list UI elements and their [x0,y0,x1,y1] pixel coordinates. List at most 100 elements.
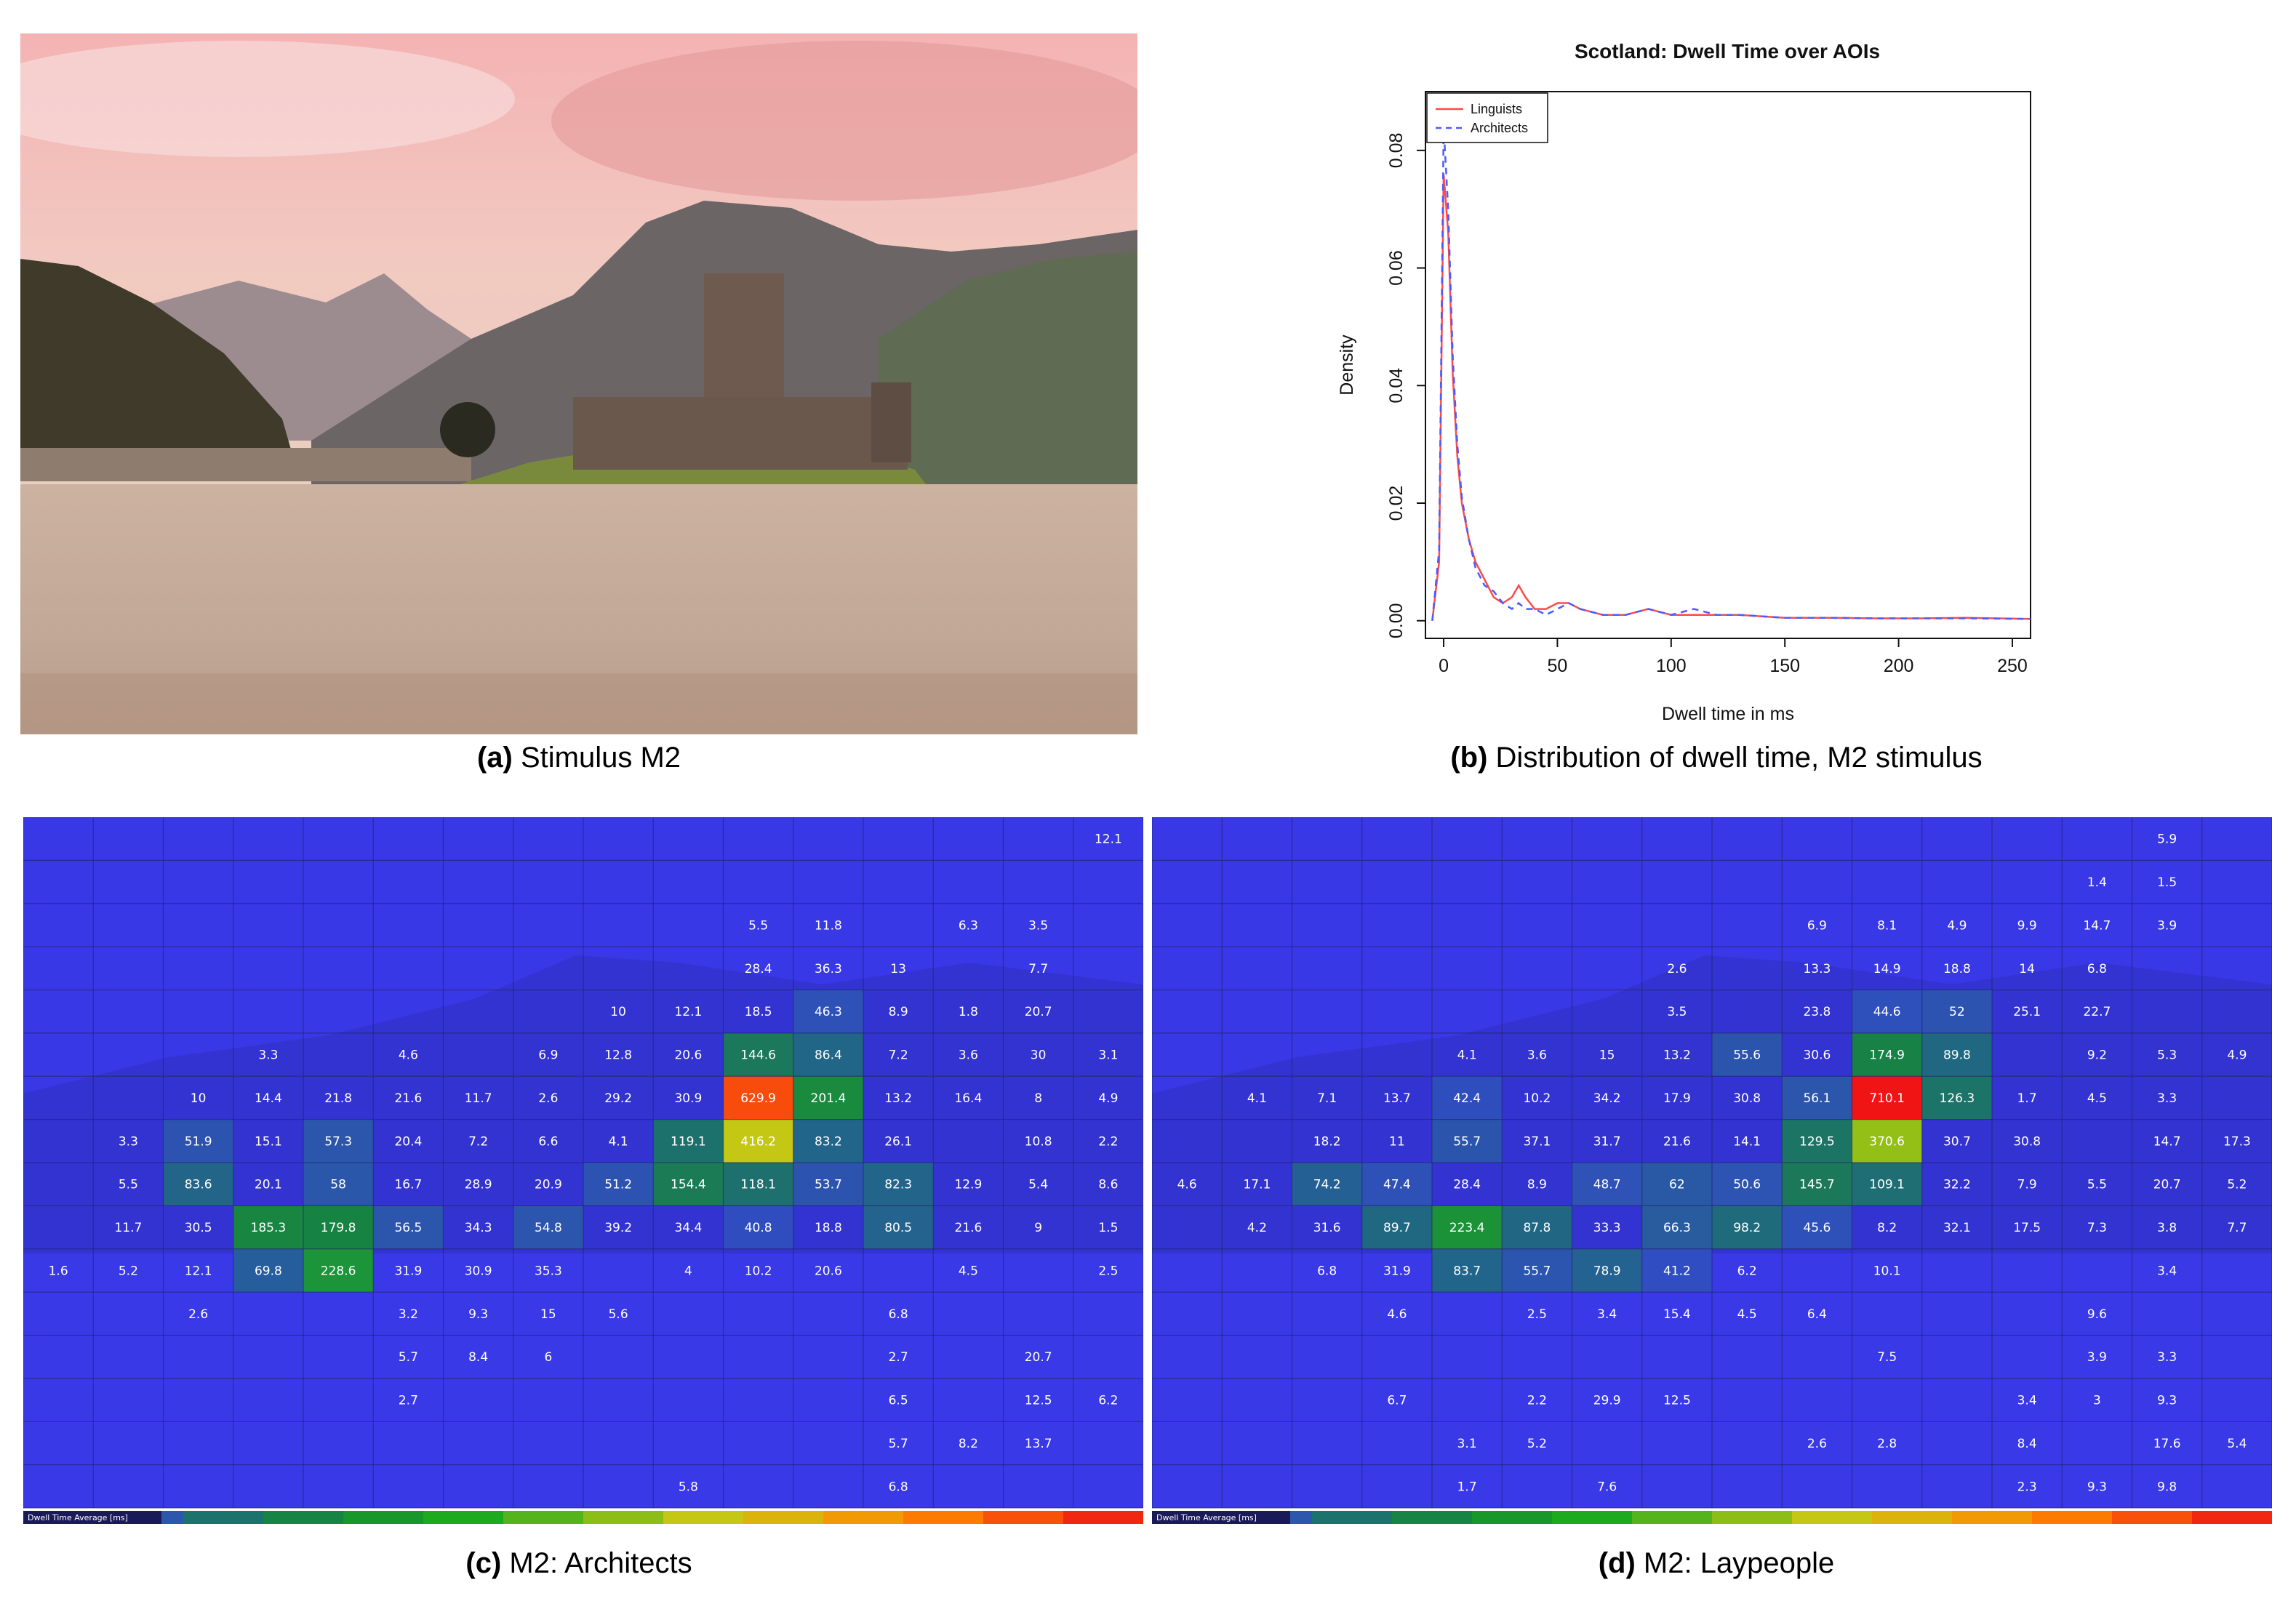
heatmap-cell [373,1205,444,1249]
legend-label-linguists: Linguists [1471,102,1522,116]
heatmap-cell-value: 6.7 [1387,1394,1407,1408]
heatmap-cell-value: 4.9 [2227,1048,2247,1063]
heatmap-cell-value: 2.2 [1098,1134,1118,1149]
heatmap-cell-value: 4.1 [1457,1048,1477,1063]
heatmap-cell-value: 20.9 [535,1178,562,1192]
heatmap-cell-value: 228.6 [321,1264,356,1278]
legend-segment [1632,1511,1713,1524]
heatmap-cell-value: 3.3 [258,1048,278,1063]
heatmap-cell-value: 12.5 [1663,1394,1691,1408]
y-axis-label: Density [1337,334,1357,396]
heatmap-cell-value: 17.1 [1243,1178,1271,1192]
heatmap-cell-value: 21.6 [394,1091,422,1106]
legend-segment [343,1511,424,1524]
heatmap-cell-value: 25.1 [2013,1005,2041,1019]
heatmap-cell [1502,1205,1572,1249]
heatmap-cell [1572,1163,1642,1206]
x-tick-label: 200 [1884,656,1914,676]
heatmap-cell-value: 13.7 [1025,1437,1052,1451]
legend-segment [823,1511,904,1524]
heatmap-cell-value: 74.2 [1313,1178,1341,1192]
heatmap-cell [1852,1163,1922,1206]
heatmap-cell-value: 629.9 [740,1091,776,1106]
heatmap-cell-value: 14.7 [2083,918,2111,933]
heatmap-cell-value: 66.3 [1663,1221,1691,1235]
heatmap-cell-value: 13.7 [1383,1091,1411,1106]
heatmap-cell-value: 78.9 [1593,1264,1621,1278]
heatmap-cell [1641,1248,1712,1293]
heatmap-cell-value: 7.6 [1597,1480,1617,1494]
heatmap-cell-value: 30.9 [674,1091,702,1106]
heatmap-cell-value: 5.7 [889,1437,908,1451]
heatmap-cell-value: 6 [544,1350,552,1365]
heatmap-cell-value: 6.8 [889,1307,908,1322]
heatmap-cell-value: 5.6 [609,1307,628,1322]
heatmap-cell-value: 40.8 [745,1221,772,1235]
heatmap-cell-value: 9.3 [468,1307,488,1322]
heatmap-cell-value: 5.5 [748,918,768,933]
heatmap-cell-value: 5.4 [1028,1178,1048,1192]
heatmap-cell-value: 13.2 [1663,1048,1691,1063]
heatmap-cell-value: 2.6 [1667,962,1687,976]
heatmap-cell [1852,1119,1922,1163]
x-tick-label: 100 [1656,656,1687,676]
heatmap-cell-value: 14.9 [1873,962,1901,976]
heatmap-cell-value: 16.7 [394,1178,422,1192]
heatmap-cell [1921,1032,1992,1077]
heatmap-cell-value: 20.7 [1025,1005,1052,1019]
heatmap-cell [303,1248,374,1293]
heatmap-cell-value: 2.5 [1098,1264,1118,1278]
heatmap-cell [1432,1248,1503,1293]
heatmap-cell-value: 46.3 [815,1005,842,1019]
heatmap-cell [723,1205,793,1249]
cloud [551,41,1137,201]
heatmap-cell-value: 174.9 [1869,1048,1905,1063]
heatmap-cell-value: 10.8 [1025,1134,1052,1149]
heatmap-laypeople: 5.9 1.4 1.5 6.9 8.1 4.9 9.9 14.7 3.9 2.6 13.3 14.9 1… [1152,817,2272,1524]
heatmap-color-legend: Dwell Time Average [ms] [1152,1511,2272,1524]
shoreline [20,673,1137,734]
y-tick-label: 0.02 [1386,486,1407,521]
heatmap-cell-value: 37.1 [1523,1134,1551,1149]
heatmap-cell-value: 30.6 [1803,1048,1831,1063]
caption-a: (a) Stimulus M2 [476,742,681,774]
legend-segment [423,1511,504,1524]
bridge [20,448,471,481]
heatmap-cell-value: 9.8 [2157,1480,2177,1494]
heatmap-cell-value: 69.8 [255,1264,282,1278]
heatmap-cell [863,1205,934,1249]
heatmap-cell [793,1119,863,1163]
legend-segment [1952,1511,2033,1524]
heatmap-cell-value: 12.9 [954,1178,982,1192]
legend-segment [1792,1511,1873,1524]
heatmap-cell-value: 35.3 [535,1264,562,1278]
heatmap-cell [303,1119,374,1163]
legend-segment [1312,1511,1393,1524]
heatmap-cell-value: 9.3 [2087,1480,2107,1494]
legend-segment [1063,1511,1143,1524]
heatmap-cell [1292,1163,1362,1206]
chart-title: Scotland: Dwell Time over AOIs [1575,40,1880,63]
heatmap-cell [863,1163,934,1206]
heatmap-cell-value: 18.5 [745,1005,772,1019]
heatmap-cell [1782,1119,1852,1163]
heatmap-cell-value: 6.4 [1807,1307,1827,1322]
heatmap-cell-value: 56.5 [394,1221,422,1235]
heatmap-cell-value: 52 [1949,1005,1965,1019]
heatmap-cell [793,990,863,1033]
heatmap-cell-value: 31.9 [1383,1264,1411,1278]
heatmap-cell-value: 2.3 [2017,1480,2037,1494]
heatmap-cell-value: 51.2 [604,1178,632,1192]
heatmap-cell-value: 416.2 [740,1134,776,1149]
x-tick-label: 250 [1997,656,2028,676]
heatmap-cell-value: 1.8 [959,1005,978,1019]
heatmap-cell-value: 10 [610,1005,626,1019]
y-tick-label: 0.08 [1386,133,1407,169]
heatmap-cell-value: 31.6 [1313,1221,1341,1235]
heatmap-cell-value: 12.1 [674,1005,702,1019]
heatmap-cell-value: 4.5 [959,1264,978,1278]
heatmap-cell-value: 126.3 [1940,1091,1975,1106]
heatmap-cell-value: 3.9 [2087,1350,2107,1365]
heatmap-cell-value: 39.2 [604,1221,632,1235]
legend-segment [263,1511,344,1524]
